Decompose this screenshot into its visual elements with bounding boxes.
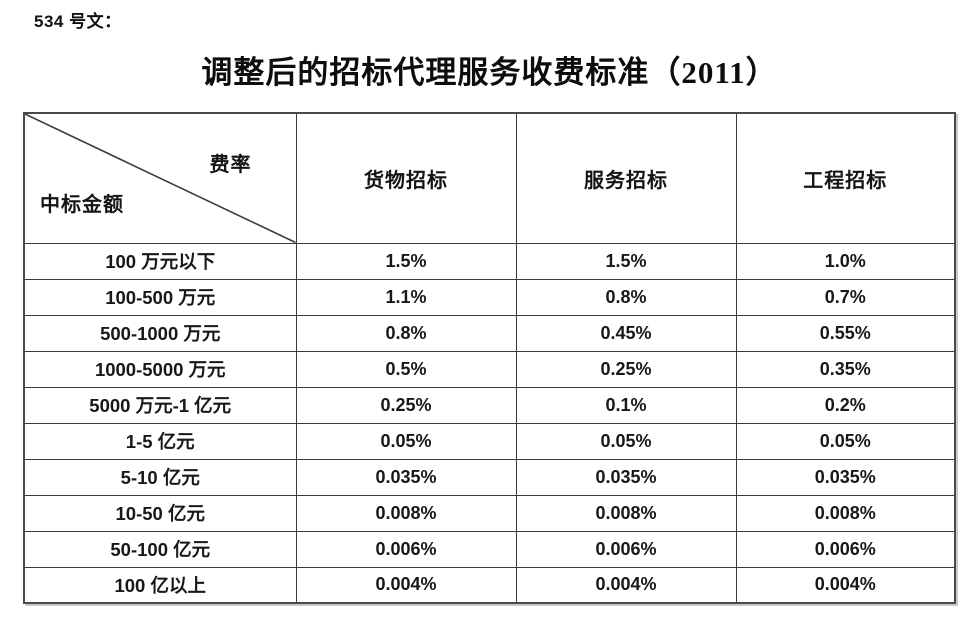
rate-cell: 0.035% — [735, 458, 956, 496]
amount-cell: 50-100 亿元 — [23, 530, 297, 568]
table-row: 100-500 万元 1.1% 0.8% 0.7% — [23, 278, 956, 316]
table-row: 100 亿以上 0.004% 0.004% 0.004% — [23, 566, 956, 604]
amount-cell: 5-10 亿元 — [23, 458, 297, 496]
rate-cell: 0.035% — [295, 458, 517, 496]
column-header-works: 工程招标 — [735, 112, 956, 244]
rate-cell: 0.8% — [295, 314, 517, 352]
amount-cell: 100-500 万元 — [23, 278, 297, 316]
document-ref-label: 534 号文： — [34, 12, 122, 31]
amount-cell: 10-50 亿元 — [23, 494, 297, 532]
rate-cell: 0.25% — [295, 386, 517, 424]
fee-standard-table: 费率 中标金额 货物招标 服务招标 工程招标 100 万元以下 1.5% 1.5… — [23, 112, 956, 604]
rate-cell: 0.008% — [735, 494, 956, 532]
rate-cell: 0.45% — [515, 314, 737, 352]
corner-label-bid-amount: 中标金额 — [40, 193, 124, 216]
table-row: 1-5 亿元 0.05% 0.05% 0.05% — [23, 422, 956, 460]
column-header-services: 服务招标 — [515, 112, 737, 244]
table-row: 500-1000 万元 0.8% 0.45% 0.55% — [23, 314, 956, 352]
table-row: 100 万元以下 1.5% 1.5% 1.0% — [23, 242, 956, 280]
corner-label-fee-rate: 费率 — [209, 154, 252, 176]
rate-cell: 0.006% — [295, 530, 517, 568]
rate-cell: 0.004% — [295, 566, 517, 604]
rate-cell: 0.35% — [735, 350, 956, 388]
column-header-goods: 货物招标 — [295, 112, 517, 244]
rate-cell: 0.006% — [515, 530, 737, 568]
rate-cell: 0.004% — [515, 566, 737, 604]
amount-cell: 1-5 亿元 — [23, 422, 297, 460]
page-title: 调整后的招标代理服务收费标准（2011） — [201, 55, 778, 90]
amount-cell: 100 亿以上 — [23, 566, 297, 604]
amount-cell: 1000-5000 万元 — [23, 350, 297, 388]
fee-table-container: 费率 中标金额 货物招标 服务招标 工程招标 100 万元以下 1.5% 1.5… — [23, 112, 956, 604]
amount-cell: 5000 万元-1 亿元 — [23, 386, 297, 424]
table-row: 5-10 亿元 0.035% 0.035% 0.035% — [23, 458, 956, 496]
rate-cell: 0.05% — [735, 422, 956, 460]
table-row: 50-100 亿元 0.006% 0.006% 0.006% — [23, 530, 956, 568]
rate-cell: 1.5% — [515, 242, 737, 280]
rate-cell: 0.5% — [295, 350, 517, 388]
rate-cell: 0.2% — [735, 386, 956, 424]
table-row: 5000 万元-1 亿元 0.25% 0.1% 0.2% — [23, 386, 956, 424]
rate-cell: 1.1% — [295, 278, 517, 316]
corner-cell: 费率 中标金额 — [23, 112, 297, 244]
table-row: 10-50 亿元 0.008% 0.008% 0.008% — [23, 494, 956, 532]
amount-cell: 100 万元以下 — [23, 242, 297, 280]
rate-cell: 1.5% — [295, 242, 517, 280]
rate-cell: 0.05% — [295, 422, 517, 460]
table-row: 1000-5000 万元 0.5% 0.25% 0.35% — [23, 350, 956, 388]
amount-cell: 500-1000 万元 — [23, 314, 297, 352]
rate-cell: 0.7% — [735, 278, 956, 316]
rate-cell: 0.8% — [515, 278, 737, 316]
diagonal-divider-line — [25, 114, 296, 243]
rate-cell: 0.006% — [735, 530, 956, 568]
rate-cell: 0.05% — [515, 422, 737, 460]
rate-cell: 0.008% — [515, 494, 737, 532]
table-header-row: 费率 中标金额 货物招标 服务招标 工程招标 — [23, 112, 956, 244]
rate-cell: 0.035% — [515, 458, 737, 496]
rate-cell: 0.25% — [515, 350, 737, 388]
rate-cell: 0.004% — [735, 566, 956, 604]
rate-cell: 0.55% — [735, 314, 956, 352]
rate-cell: 0.1% — [515, 386, 737, 424]
rate-cell: 1.0% — [735, 242, 956, 280]
rate-cell: 0.008% — [295, 494, 517, 532]
